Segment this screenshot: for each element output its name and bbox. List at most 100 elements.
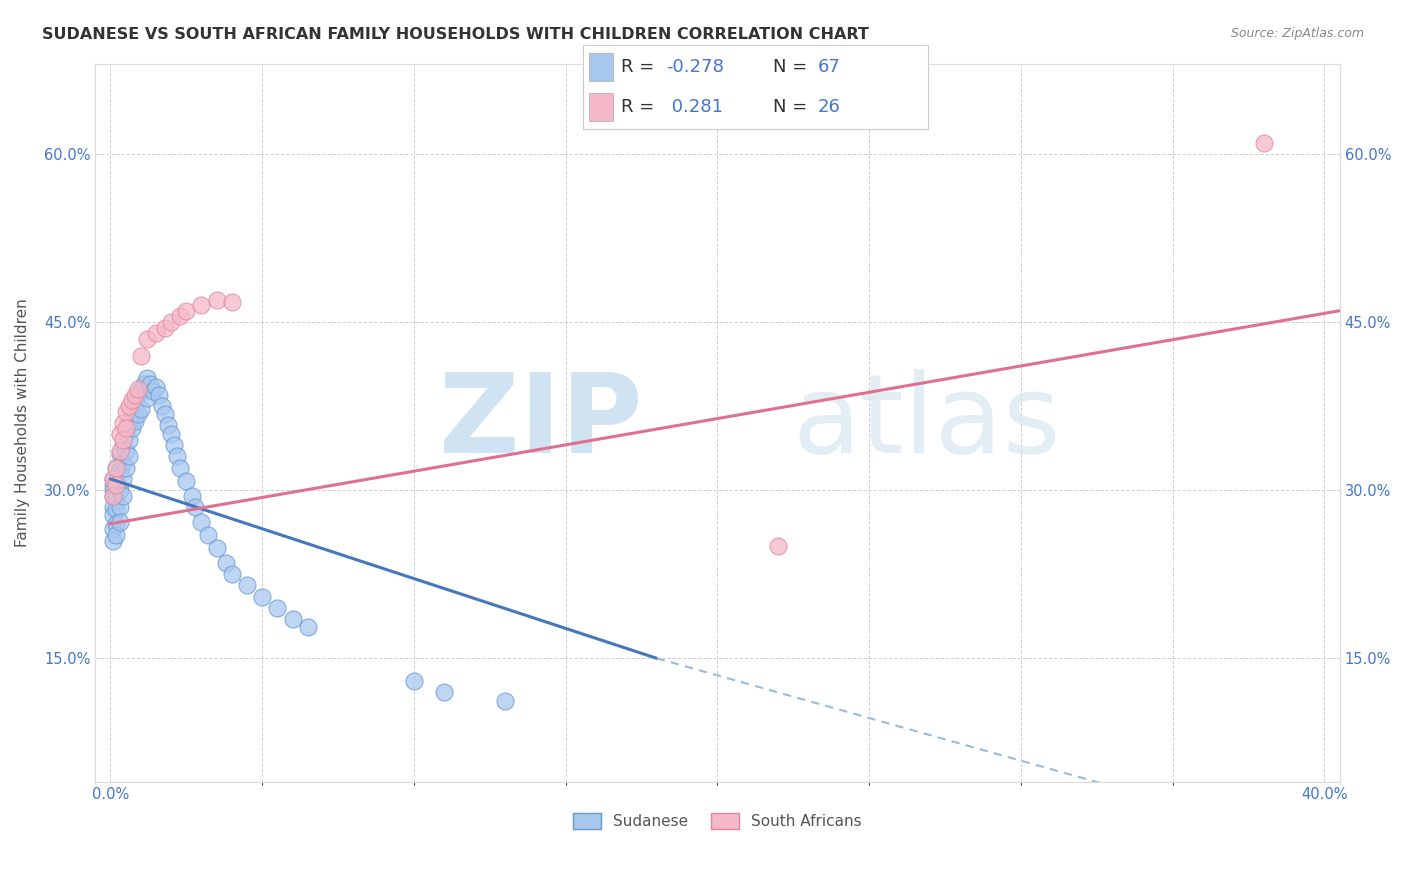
Point — [163, 438, 186, 452]
Point — [139, 376, 162, 391]
Point — [117, 399, 139, 413]
Point — [114, 427, 136, 442]
Point — [117, 416, 139, 430]
Point — [1253, 136, 1275, 150]
Point — [145, 380, 167, 394]
Point — [402, 673, 425, 688]
Point — [135, 332, 157, 346]
Point — [111, 416, 134, 430]
Point — [494, 694, 516, 708]
Text: SUDANESE VS SOUTH AFRICAN FAMILY HOUSEHOLDS WITH CHILDREN CORRELATION CHART: SUDANESE VS SOUTH AFRICAN FAMILY HOUSEHO… — [42, 27, 869, 42]
Point — [166, 450, 188, 464]
Point — [160, 427, 183, 442]
Point — [766, 539, 789, 553]
Point — [103, 472, 125, 486]
Point — [181, 489, 204, 503]
Point — [114, 404, 136, 418]
Point — [103, 500, 125, 514]
Point — [153, 407, 176, 421]
Point — [197, 528, 219, 542]
Point — [108, 483, 131, 497]
Point — [103, 522, 125, 536]
Point — [103, 508, 125, 522]
Point — [135, 371, 157, 385]
Text: -0.278: -0.278 — [666, 58, 724, 76]
Point — [103, 489, 125, 503]
Point — [190, 515, 212, 529]
Text: N =: N = — [773, 98, 813, 116]
Point — [103, 472, 125, 486]
Point — [127, 382, 149, 396]
Point — [121, 393, 143, 408]
Point — [103, 533, 125, 548]
Point — [215, 556, 238, 570]
Point — [105, 489, 128, 503]
Point — [129, 402, 152, 417]
Text: R =: R = — [621, 58, 661, 76]
Point — [205, 293, 228, 307]
Point — [108, 443, 131, 458]
Point — [114, 443, 136, 458]
Point — [127, 407, 149, 421]
Point — [176, 303, 198, 318]
FancyBboxPatch shape — [589, 54, 613, 80]
Point — [108, 515, 131, 529]
Point — [169, 310, 191, 324]
Point — [153, 320, 176, 334]
Point — [266, 600, 288, 615]
Legend: Sudanese, South Africans: Sudanese, South Africans — [567, 806, 868, 835]
Point — [108, 447, 131, 461]
FancyBboxPatch shape — [589, 94, 613, 120]
Text: 0.281: 0.281 — [666, 98, 723, 116]
Point — [105, 474, 128, 488]
Point — [105, 477, 128, 491]
Point — [111, 455, 134, 469]
Point — [105, 460, 128, 475]
Text: 67: 67 — [818, 58, 841, 76]
Point — [184, 500, 207, 514]
Text: 26: 26 — [818, 98, 841, 116]
Point — [250, 590, 273, 604]
Point — [169, 460, 191, 475]
Point — [281, 612, 304, 626]
Point — [105, 460, 128, 475]
Text: N =: N = — [773, 58, 813, 76]
Point — [111, 489, 134, 503]
Point — [108, 500, 131, 514]
Point — [121, 404, 143, 418]
Point — [221, 294, 243, 309]
Point — [103, 477, 125, 491]
Point — [205, 541, 228, 556]
Text: ZIP: ZIP — [440, 369, 643, 476]
Point — [145, 326, 167, 340]
Text: R =: R = — [621, 98, 661, 116]
Point — [142, 384, 165, 399]
Point — [124, 414, 146, 428]
Point — [236, 578, 259, 592]
Text: Source: ZipAtlas.com: Source: ZipAtlas.com — [1230, 27, 1364, 40]
Point — [190, 298, 212, 312]
Point — [103, 483, 125, 497]
Text: atlas: atlas — [792, 369, 1060, 476]
Point — [176, 474, 198, 488]
Point — [114, 460, 136, 475]
Point — [124, 395, 146, 409]
Point — [124, 388, 146, 402]
Point — [114, 421, 136, 435]
Point — [157, 418, 180, 433]
Point — [160, 315, 183, 329]
Point — [111, 433, 134, 447]
Point — [111, 472, 134, 486]
Point — [297, 620, 319, 634]
Point — [121, 421, 143, 435]
Point — [103, 489, 125, 503]
Point — [117, 433, 139, 447]
Point — [129, 382, 152, 396]
Point — [127, 388, 149, 402]
Point — [148, 388, 170, 402]
Y-axis label: Family Households with Children: Family Households with Children — [15, 299, 30, 547]
Point — [117, 450, 139, 464]
Point — [135, 391, 157, 405]
Point — [105, 502, 128, 516]
Point — [129, 349, 152, 363]
